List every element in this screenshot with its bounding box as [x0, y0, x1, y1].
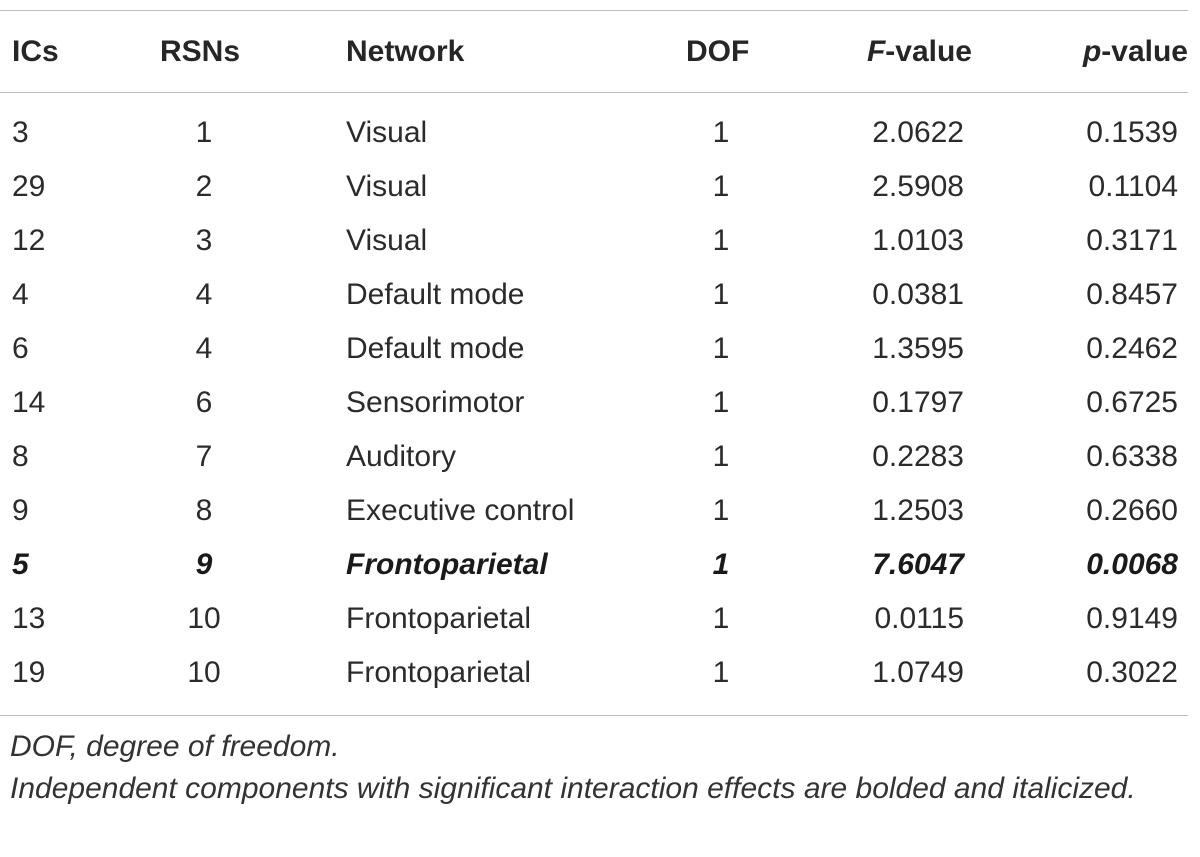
- cell-p-value: 0.3171: [1086, 224, 1178, 257]
- cell-rsn: 3: [195, 224, 213, 257]
- cell-network: Visual: [346, 170, 428, 203]
- header-p-var: p: [1082, 35, 1102, 68]
- table-row: 29 2 Visual 1 2.5908 0.1104: [0, 160, 1188, 214]
- cell-rsn: 9: [195, 548, 213, 581]
- table-row: 4 4 Default mode 1 0.0381 0.8457: [0, 268, 1188, 322]
- cell-dof: 1: [712, 440, 730, 473]
- cell-f-value: 0.1797: [872, 386, 964, 419]
- header-p-rest: -value: [1101, 35, 1188, 68]
- cell-network: Sensorimotor: [346, 386, 525, 419]
- cell-p-value: 0.6725: [1086, 386, 1178, 419]
- cell-p-value: 0.2660: [1086, 494, 1178, 527]
- cell-rsn: 7: [195, 440, 213, 473]
- cell-ic: 6: [12, 332, 29, 365]
- header-p-value: p-value: [1010, 24, 1188, 80]
- cell-rsn: 10: [187, 656, 221, 689]
- cell-f-value: 1.3595: [872, 332, 964, 365]
- cell-p-value: 0.9149: [1086, 602, 1178, 635]
- cell-rsn: 2: [195, 170, 213, 203]
- table-row: 5 9 Frontoparietal 1 7.6047 0.0068: [0, 538, 1188, 592]
- cell-f-value: 1.0749: [872, 656, 964, 689]
- cell-dof: 1: [712, 602, 730, 635]
- cell-network: Visual: [346, 116, 428, 149]
- cell-network: Default mode: [346, 332, 525, 365]
- footnote-dof: DOF, degree of freedom.: [10, 730, 340, 763]
- table-row: 14 6 Sensorimotor 1 0.1797 0.6725: [0, 376, 1188, 430]
- cell-rsn: 1: [195, 116, 213, 149]
- cell-p-value: 0.2462: [1086, 332, 1178, 365]
- cell-network: Visual: [346, 224, 428, 257]
- cell-p-value: 0.8457: [1086, 278, 1178, 311]
- cell-ic: 9: [12, 494, 29, 527]
- cell-f-value: 0.0381: [872, 278, 964, 311]
- cell-p-value: 0.1539: [1086, 116, 1178, 149]
- table-row: 9 8 Executive control 1 1.2503 0.2660: [0, 484, 1188, 538]
- cell-rsn: 4: [195, 332, 213, 365]
- cell-network: Frontoparietal: [346, 548, 548, 581]
- cell-dof: 1: [712, 656, 730, 689]
- cell-network: Executive control: [346, 494, 575, 527]
- cell-f-value: 0.0115: [874, 602, 964, 635]
- cell-p-value: 0.3022: [1086, 656, 1178, 689]
- table-row: 12 3 Visual 1 1.0103 0.3171: [0, 214, 1188, 268]
- cell-dof: 1: [712, 386, 730, 419]
- cell-dof: 1: [712, 548, 730, 581]
- cell-p-value: 0.6338: [1086, 440, 1178, 473]
- header-f-value: F-value: [812, 24, 972, 80]
- header-network: Network: [346, 35, 465, 68]
- cell-dof: 1: [712, 278, 730, 311]
- cell-dof: 1: [712, 116, 730, 149]
- cell-f-value: 7.6047: [872, 548, 964, 581]
- cell-p-value: 0.0068: [1086, 548, 1178, 581]
- cell-ic: 4: [12, 278, 29, 311]
- cell-network: Frontoparietal: [346, 656, 532, 689]
- cell-ic: 3: [12, 116, 29, 149]
- cell-ic: 12: [12, 224, 46, 257]
- cell-network: Frontoparietal: [346, 602, 532, 635]
- header-ics: ICs: [12, 35, 59, 68]
- cell-rsn: 10: [187, 602, 221, 635]
- header-f-rest: -value: [885, 35, 972, 68]
- table-bottom-rule: [0, 715, 1188, 716]
- cell-ic: 5: [12, 548, 29, 581]
- cell-ic: 19: [12, 656, 46, 689]
- cell-f-value: 2.0622: [872, 116, 964, 149]
- cell-ic: 14: [12, 386, 46, 419]
- cell-ic: 13: [12, 602, 46, 635]
- table-header-row: ICs RSNs Network DOF F-value p-value: [0, 24, 1188, 80]
- cell-dof: 1: [712, 170, 730, 203]
- table-header-rule: [0, 92, 1188, 93]
- table-row: 3 1 Visual 1 2.0622 0.1539: [0, 106, 1188, 160]
- cell-dof: 1: [712, 224, 730, 257]
- cell-f-value: 0.2283: [872, 440, 964, 473]
- cell-rsn: 6: [195, 386, 213, 419]
- cell-f-value: 2.5908: [872, 170, 964, 203]
- cell-dof: 1: [712, 494, 730, 527]
- cell-network: Default mode: [346, 278, 525, 311]
- cell-network: Auditory: [346, 440, 457, 473]
- header-rsns: RSNs: [160, 35, 241, 68]
- cell-f-value: 1.2503: [872, 494, 964, 527]
- table-row: 6 4 Default mode 1 1.3595 0.2462: [0, 322, 1188, 376]
- cell-p-value: 0.1104: [1088, 170, 1178, 203]
- header-f-var: F: [866, 35, 886, 68]
- cell-f-value: 1.0103: [872, 224, 964, 257]
- cell-rsn: 8: [195, 494, 213, 527]
- table-row: 19 10 Frontoparietal 1 1.0749 0.3022: [0, 646, 1188, 700]
- footnote-significance: Independent components with significant …: [10, 772, 1136, 805]
- cell-ic: 29: [12, 170, 46, 203]
- cell-rsn: 4: [195, 278, 213, 311]
- cell-dof: 1: [712, 332, 730, 365]
- table-row: 8 7 Auditory 1 0.2283 0.6338: [0, 430, 1188, 484]
- cell-ic: 8: [12, 440, 29, 473]
- header-dof: DOF: [686, 35, 750, 68]
- table-row: 13 10 Frontoparietal 1 0.0115 0.9149: [0, 592, 1188, 646]
- table-top-rule: [0, 10, 1188, 11]
